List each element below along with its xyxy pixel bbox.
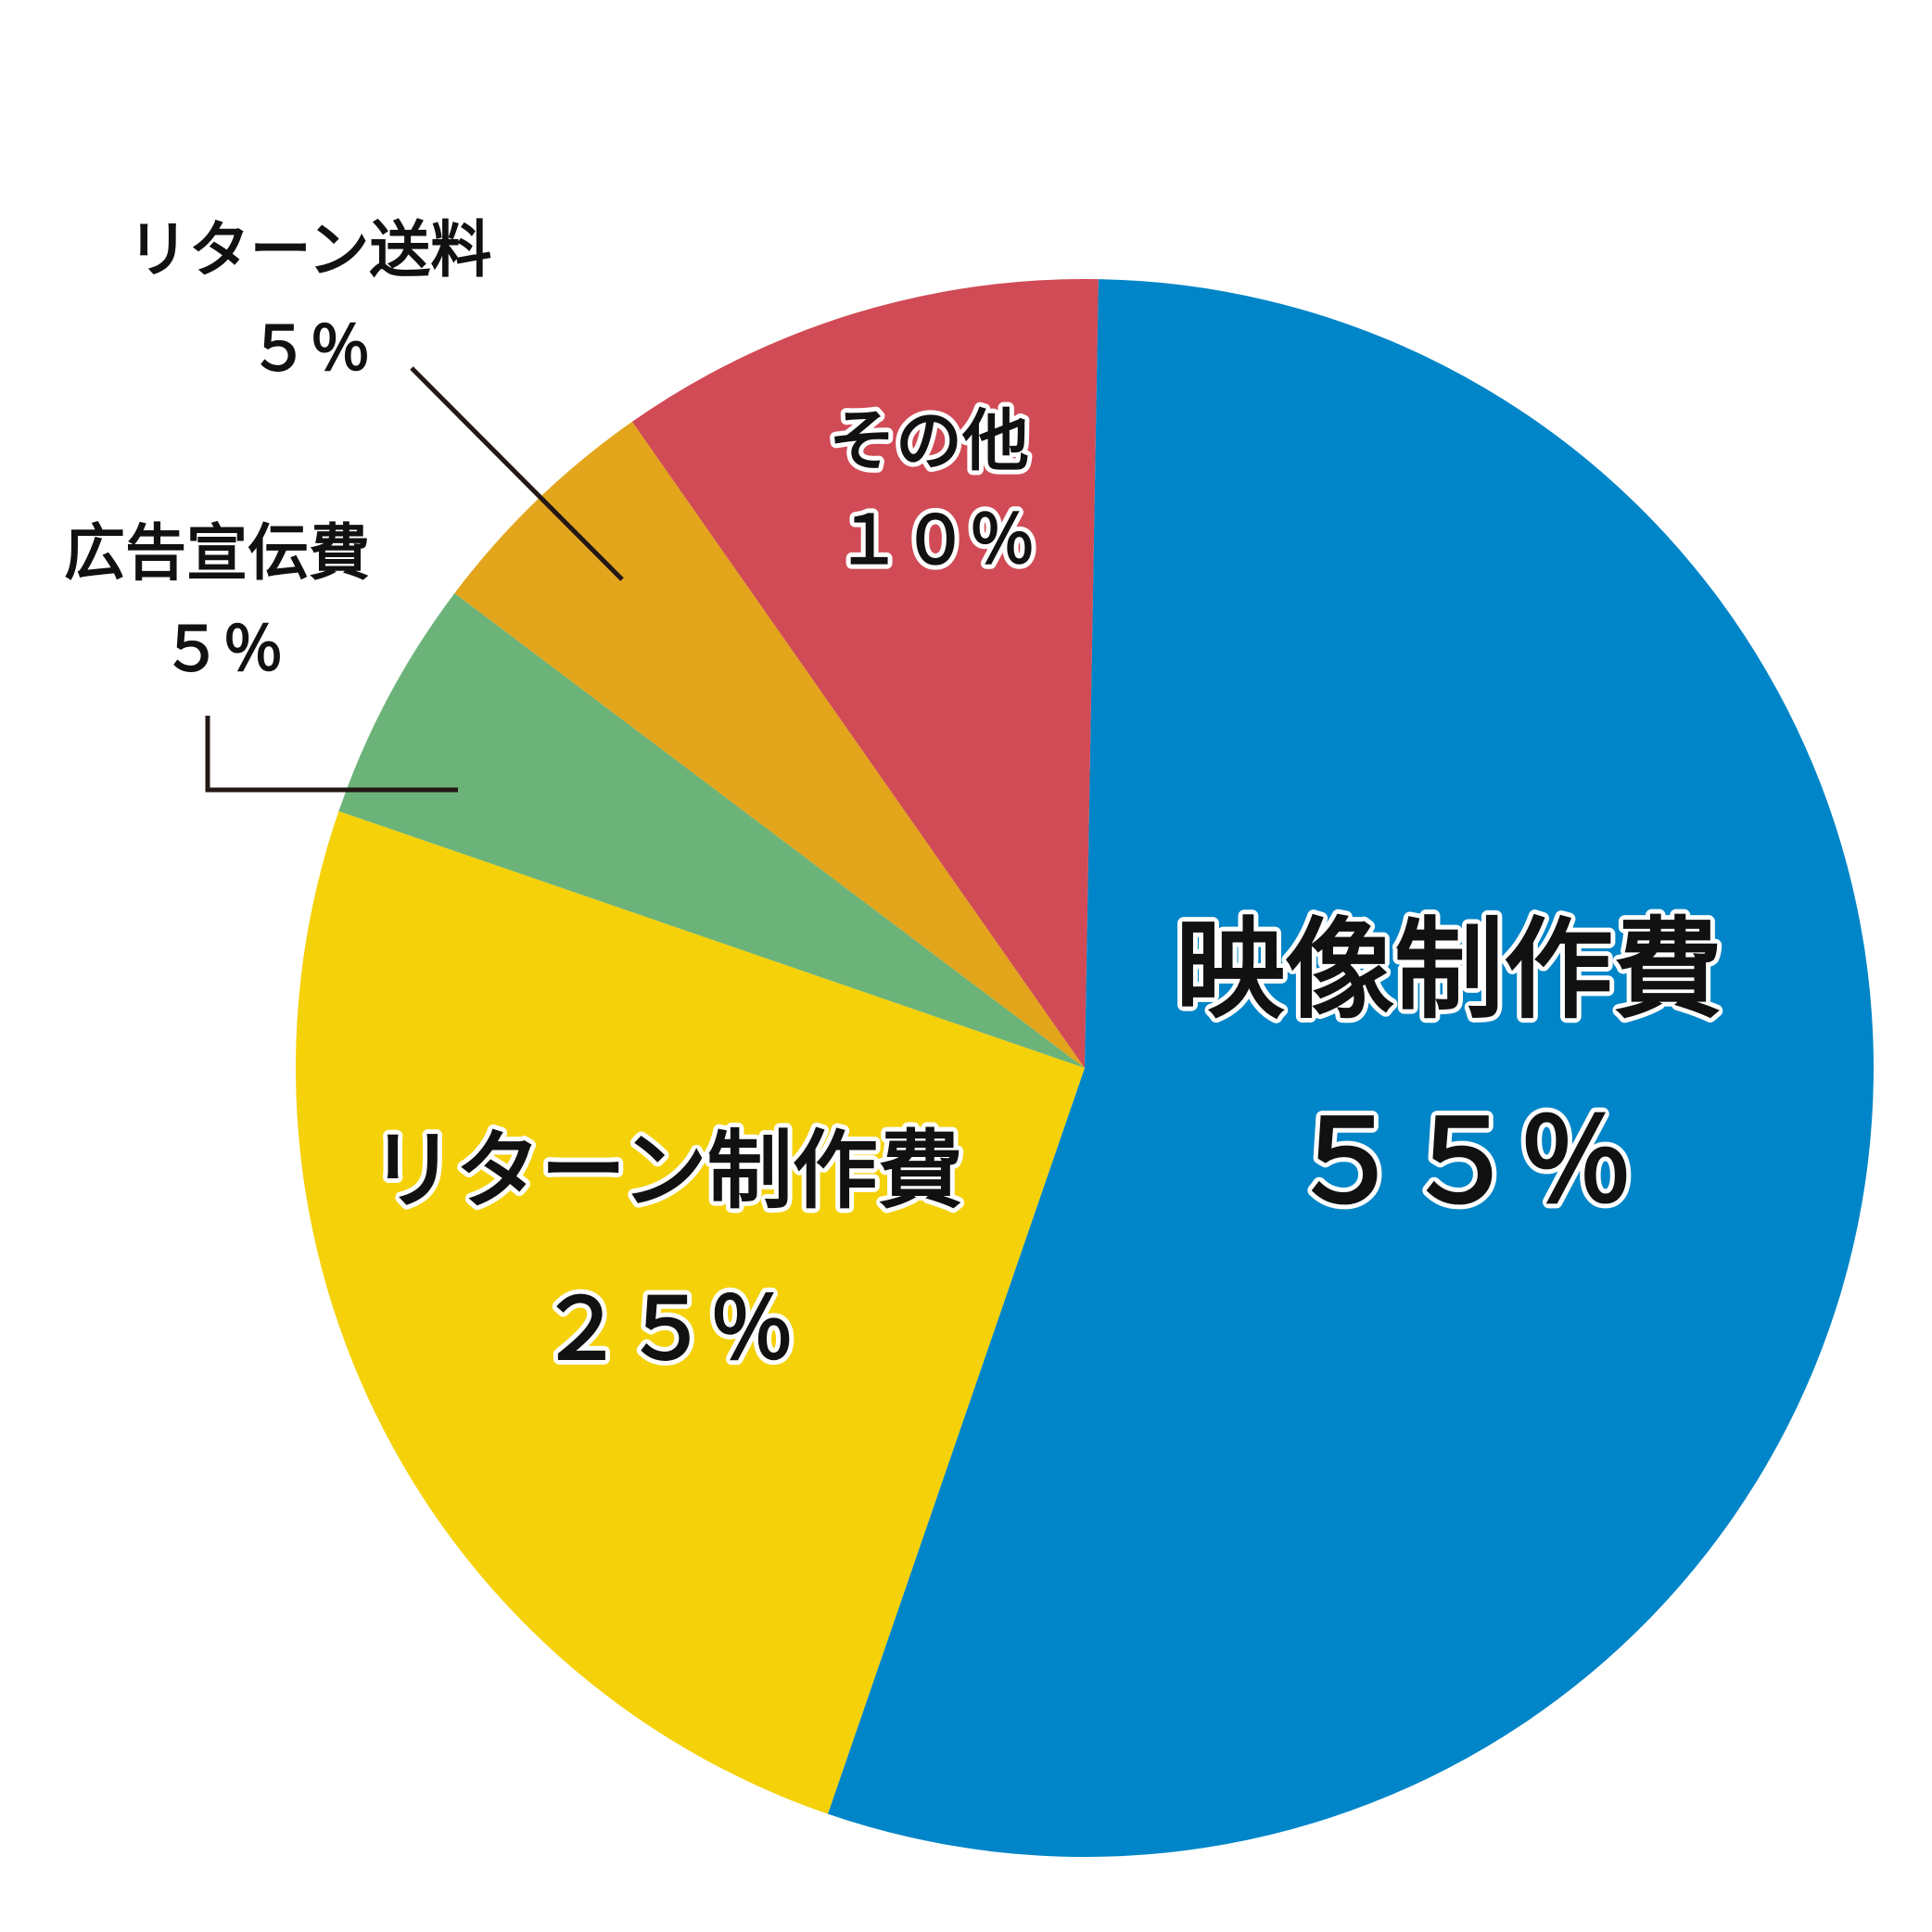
- pie-slice: [827, 279, 1875, 1858]
- value-label: ５５％: [1289, 1096, 1633, 1229]
- value-label: ２５％: [539, 1279, 794, 1379]
- pie-slice: [295, 810, 1085, 1814]
- slice-label: リターン制作費: [370, 1121, 962, 1220]
- slice-label: その他: [829, 402, 1029, 480]
- pie-slice: [631, 279, 1099, 1068]
- slice-label: リターン送料: [128, 214, 492, 286]
- leader-line: [205, 716, 458, 793]
- value-label: １０％: [835, 502, 1036, 579]
- pie-slice: [338, 592, 1086, 1068]
- pie-slice: [454, 421, 1085, 1068]
- value-label: ５％: [161, 614, 284, 685]
- value-label: ５％: [248, 313, 371, 385]
- leader-line: [410, 366, 624, 581]
- slice-label: 映像制作費: [1176, 906, 1722, 1034]
- slice-label: 広告宣伝費: [64, 517, 370, 589]
